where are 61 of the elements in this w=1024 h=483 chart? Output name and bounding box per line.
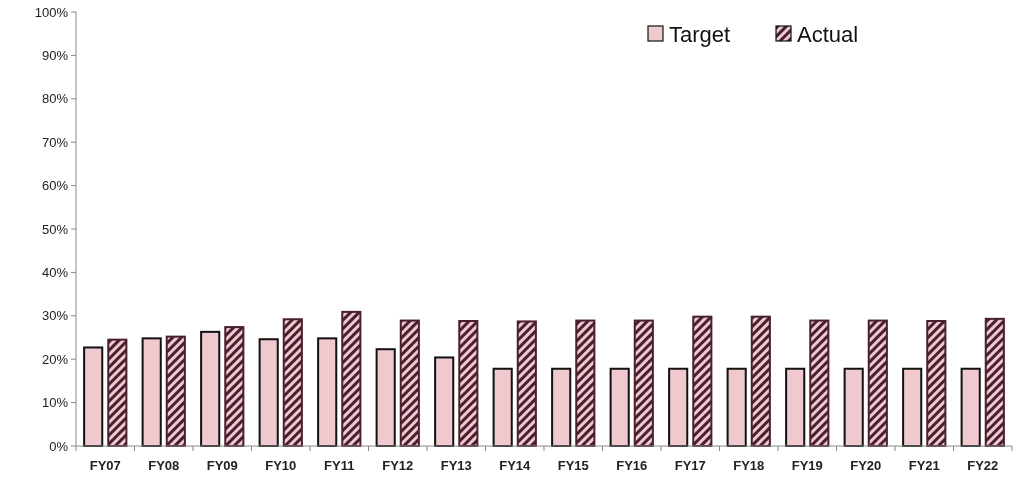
bar [492,367,513,447]
bar [516,320,537,447]
bar [726,367,747,447]
legend-label: Target [669,21,731,47]
bar [668,367,689,447]
bar [867,319,888,447]
x-tick-label: FY18 [733,458,765,473]
bar [141,337,162,447]
y-tick-label: 90% [41,47,69,63]
bar [317,337,338,447]
x-tick-label: FY13 [440,458,472,473]
legend-label: Actual [797,21,859,47]
y-tick-label: 50% [41,221,69,237]
x-tick-label: FY22 [967,458,999,473]
y-tick-label: 10% [41,395,69,411]
bar [692,315,713,447]
x-tick-label: FY20 [850,458,882,473]
y-tick-label: 60% [41,178,69,194]
y-tick-label: 0% [49,438,69,454]
x-tick-label: FY14 [499,458,532,473]
bar [375,348,396,447]
bar [609,367,630,447]
bar [200,330,221,447]
bar [399,319,420,447]
bar [809,319,830,447]
bar [984,317,1005,447]
bar [458,320,479,447]
bar [165,335,186,447]
bar [960,367,981,447]
bar [434,356,455,447]
bar [902,367,923,447]
x-tick-label: FY19 [791,458,823,473]
x-tick-label: FY11 [324,458,355,473]
bar [785,367,806,447]
bar [843,367,864,447]
bar [575,319,596,447]
y-tick-label: 80% [41,91,69,107]
x-tick-label: FY16 [616,458,648,473]
bar [83,346,104,447]
x-tick-label: FY15 [557,458,589,473]
x-tick-label: FY21 [908,458,940,473]
y-tick-label: 20% [41,351,69,367]
x-tick-label: FY17 [674,458,706,473]
bar [633,319,654,447]
bar [224,326,245,447]
bar [926,320,947,447]
bar [282,318,303,447]
bar [750,315,771,447]
x-tick-label: FY08 [148,458,180,473]
y-tick-label: 70% [41,134,69,150]
y-tick-label: 30% [41,308,69,324]
x-tick-label: FY09 [206,458,238,473]
bar [258,338,279,447]
y-tick-label: 40% [41,264,69,280]
x-tick-label: FY12 [382,458,414,473]
bar [107,338,128,447]
x-tick-label: FY07 [89,458,121,473]
bar [341,310,362,447]
bar [551,367,572,447]
x-tick-label: FY10 [265,458,297,473]
y-tick-label: 100% [34,4,69,20]
